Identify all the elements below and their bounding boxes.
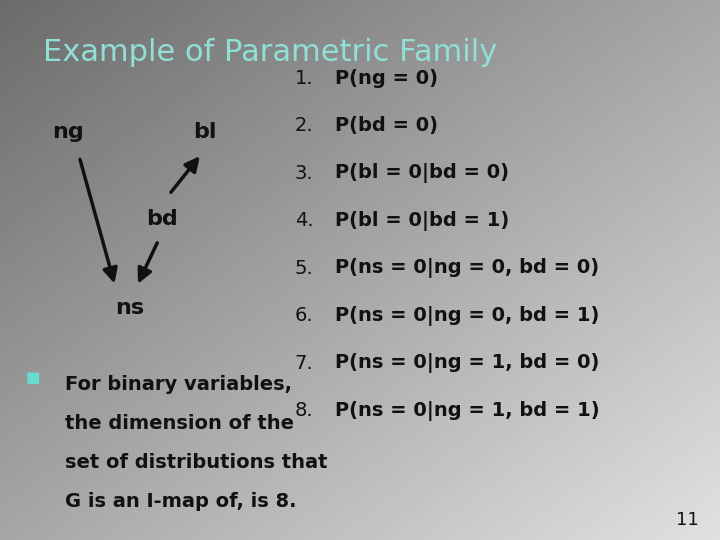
- Text: 6.: 6.: [294, 306, 313, 326]
- Text: P(bl = 0|bd = 1): P(bl = 0|bd = 1): [335, 211, 509, 231]
- Text: P(bl = 0|bd = 0): P(bl = 0|bd = 0): [335, 163, 509, 184]
- Text: Example of Parametric Family: Example of Parametric Family: [43, 38, 498, 67]
- Text: G is an I-map of, is 8.: G is an I-map of, is 8.: [65, 492, 297, 511]
- Text: ns: ns: [115, 298, 144, 318]
- Text: the dimension of the: the dimension of the: [65, 414, 294, 433]
- Text: bl: bl: [194, 122, 217, 143]
- Text: For binary variables,: For binary variables,: [65, 375, 292, 394]
- Text: 1.: 1.: [294, 69, 313, 88]
- Text: 5.: 5.: [294, 259, 313, 278]
- Text: bd: bd: [146, 208, 178, 229]
- Text: P(bd = 0): P(bd = 0): [335, 116, 438, 136]
- Text: 7.: 7.: [294, 354, 313, 373]
- Text: 2.: 2.: [294, 116, 313, 136]
- Text: ■: ■: [25, 370, 40, 385]
- Text: 11: 11: [675, 511, 698, 529]
- Text: P(ns = 0|ng = 1, bd = 1): P(ns = 0|ng = 1, bd = 1): [335, 401, 600, 421]
- Text: P(ng = 0): P(ng = 0): [335, 69, 438, 88]
- Text: P(ns = 0|ng = 0, bd = 1): P(ns = 0|ng = 0, bd = 1): [335, 306, 599, 326]
- Text: set of distributions that: set of distributions that: [65, 453, 328, 472]
- Text: P(ns = 0|ng = 1, bd = 0): P(ns = 0|ng = 1, bd = 0): [335, 353, 599, 374]
- Text: 8.: 8.: [294, 401, 313, 421]
- Text: P(ns = 0|ng = 0, bd = 0): P(ns = 0|ng = 0, bd = 0): [335, 258, 599, 279]
- Text: ng: ng: [53, 122, 84, 143]
- Text: 4.: 4.: [294, 211, 313, 231]
- Text: 3.: 3.: [294, 164, 313, 183]
